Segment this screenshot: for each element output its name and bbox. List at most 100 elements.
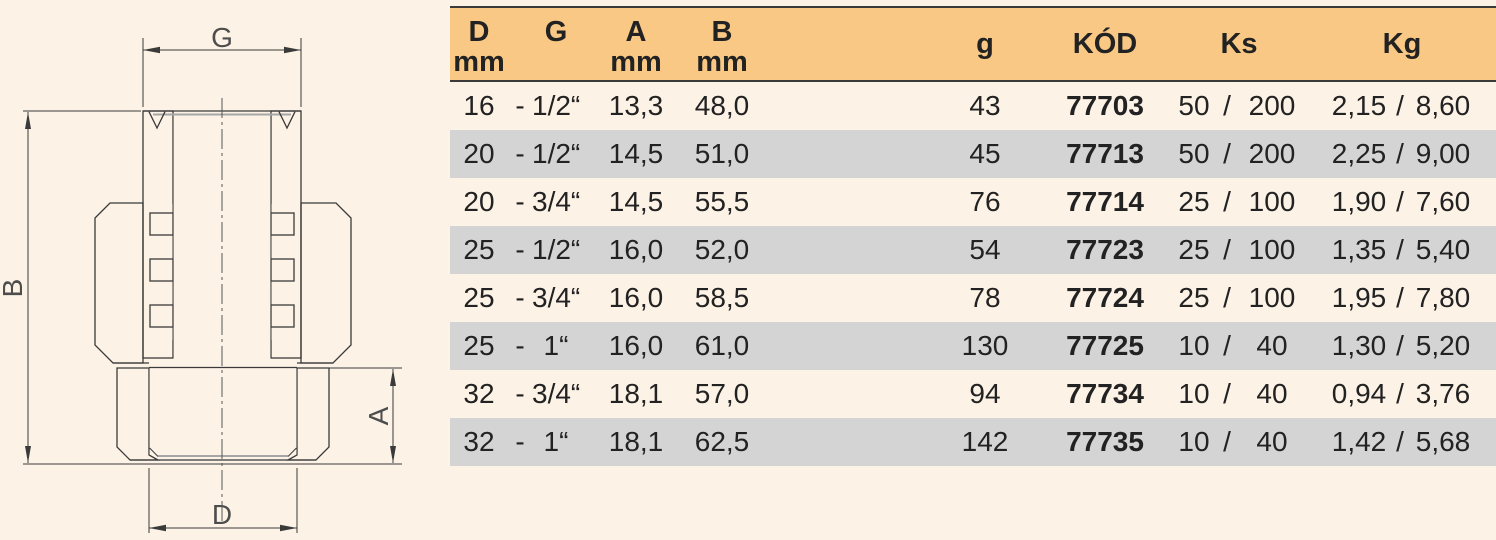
cell-kg-pack: 1,90 xyxy=(1331,186,1387,217)
cell-code: 77725 xyxy=(1066,330,1144,361)
cell-ks-pack: 25 xyxy=(1178,234,1210,265)
table-row: 32 - 1“ 18,1 62,5 142 77735 10 / 40 1,42… xyxy=(450,418,1496,466)
cell-ks-box: 100 xyxy=(1248,282,1296,313)
cell-ks-box: 200 xyxy=(1248,138,1296,169)
cell-b: 57,0 xyxy=(694,378,750,409)
table-row: 25 - 1“ 16,0 61,0 130 77725 10 / 40 1,30… xyxy=(450,322,1496,370)
cell-g-inch: 1“ xyxy=(543,330,569,361)
col-header-b: B mm xyxy=(696,16,748,78)
cell-ks-pack: 10 xyxy=(1178,378,1210,409)
cell-d: 20 xyxy=(463,138,495,169)
table-row: 20 - 3/4“ 14,5 55,5 76 77714 25 / 100 1,… xyxy=(450,178,1496,226)
cell-ks-box: 200 xyxy=(1248,90,1296,121)
cell-separator: - xyxy=(515,90,525,121)
cell-weight: 78 xyxy=(969,282,1001,313)
cell-d: 32 xyxy=(463,426,495,457)
cell-ks-slash: / xyxy=(1223,378,1231,409)
cell-g-inch: 3/4“ xyxy=(532,282,581,313)
cell-ks-pack: 10 xyxy=(1178,330,1210,361)
cell-code: 77735 xyxy=(1066,426,1144,457)
cell-code: 77714 xyxy=(1066,186,1144,217)
cell-a: 13,3 xyxy=(608,90,664,121)
cell-d: 25 xyxy=(463,330,495,361)
cell-kg-box: 5,20 xyxy=(1415,330,1471,361)
cell-b: 61,0 xyxy=(694,330,750,361)
table-row: 25 - 1/2“ 16,0 52,0 54 77723 25 / 100 1,… xyxy=(450,226,1496,274)
cell-code: 77724 xyxy=(1066,282,1144,313)
cell-ks-box: 100 xyxy=(1248,186,1296,217)
cell-b: 58,5 xyxy=(694,282,750,313)
cell-weight: 54 xyxy=(969,234,1001,265)
dim-label-g: G xyxy=(211,22,233,53)
cell-d: 32 xyxy=(463,378,495,409)
cell-ks-slash: / xyxy=(1223,426,1231,457)
cell-kg-box: 8,60 xyxy=(1415,90,1471,121)
col-header-code: KÓD xyxy=(1072,28,1138,60)
cell-weight: 142 xyxy=(961,426,1009,457)
cell-b: 62,5 xyxy=(694,426,750,457)
cell-kg-pack: 2,25 xyxy=(1331,138,1387,169)
cell-kg-pack: 1,30 xyxy=(1331,330,1387,361)
col-header-weight: g xyxy=(976,28,994,60)
cell-a: 16,0 xyxy=(608,330,664,361)
cell-ks-slash: / xyxy=(1223,138,1231,169)
cell-g-inch: 3/4“ xyxy=(532,378,581,409)
col-header-d: D mm xyxy=(453,16,505,78)
cell-kg-pack: 1,42 xyxy=(1331,426,1387,457)
spec-table: D mm G A mm B mm g KÓD Ks Kg 16 - 1/2“ 1… xyxy=(450,6,1496,466)
cell-kg-slash: / xyxy=(1396,378,1404,409)
cell-code: 77703 xyxy=(1066,90,1144,121)
cell-ks-box: 40 xyxy=(1256,426,1288,457)
cell-ks-slash: / xyxy=(1223,282,1231,313)
cell-separator: - xyxy=(515,426,525,457)
cell-weight: 76 xyxy=(969,186,1001,217)
cell-a: 18,1 xyxy=(608,426,664,457)
cell-a: 16,0 xyxy=(608,234,664,265)
cell-code: 77723 xyxy=(1066,234,1144,265)
cell-kg-box: 3,76 xyxy=(1415,378,1471,409)
table-row: 16 - 1/2“ 13,3 48,0 43 77703 50 / 200 2,… xyxy=(450,82,1496,130)
cell-separator: - xyxy=(515,186,525,217)
cell-kg-slash: / xyxy=(1396,426,1404,457)
cell-kg-slash: / xyxy=(1396,138,1404,169)
cell-ks-slash: / xyxy=(1223,90,1231,121)
cell-ks-box: 40 xyxy=(1256,378,1288,409)
cell-b: 48,0 xyxy=(694,90,750,121)
cell-ks-slash: / xyxy=(1223,330,1231,361)
cell-d: 16 xyxy=(463,90,495,121)
cell-kg-slash: / xyxy=(1396,330,1404,361)
cell-separator: - xyxy=(515,282,525,313)
dim-label-b: B xyxy=(0,279,28,298)
cell-kg-pack: 1,95 xyxy=(1331,282,1387,313)
cell-g-inch: 1/2“ xyxy=(532,90,581,121)
cell-kg-box: 7,60 xyxy=(1415,186,1471,217)
dim-label-a: A xyxy=(363,406,394,425)
cell-weight: 94 xyxy=(969,378,1001,409)
table-row: 32 - 3/4“ 18,1 57,0 94 77734 10 / 40 0,9… xyxy=(450,370,1496,418)
cell-separator: - xyxy=(515,378,525,409)
cell-kg-pack: 2,15 xyxy=(1331,90,1387,121)
cell-a: 16,0 xyxy=(608,282,664,313)
cell-ks-pack: 25 xyxy=(1178,282,1210,313)
table-header: D mm G A mm B mm g KÓD Ks Kg xyxy=(450,6,1496,82)
col-header-kg: Kg xyxy=(1382,28,1422,60)
fitting-cross-section-diagram: G B A D xyxy=(0,0,448,540)
cell-separator: - xyxy=(515,330,525,361)
cell-code: 77734 xyxy=(1066,378,1144,409)
cell-kg-box: 9,00 xyxy=(1415,138,1471,169)
cell-weight: 130 xyxy=(961,330,1009,361)
cell-kg-slash: / xyxy=(1396,282,1404,313)
cell-weight: 43 xyxy=(969,90,1001,121)
cell-separator: - xyxy=(515,138,525,169)
cell-ks-pack: 10 xyxy=(1178,426,1210,457)
cell-ks-pack: 50 xyxy=(1178,138,1210,169)
cell-ks-slash: / xyxy=(1223,186,1231,217)
cell-a: 18,1 xyxy=(608,378,664,409)
col-header-ks: Ks xyxy=(1220,28,1258,60)
cell-kg-box: 7,80 xyxy=(1415,282,1471,313)
cell-d: 25 xyxy=(463,282,495,313)
cell-g-inch: 3/4“ xyxy=(532,186,581,217)
col-header-g: G xyxy=(544,16,568,48)
cell-separator: - xyxy=(515,234,525,265)
